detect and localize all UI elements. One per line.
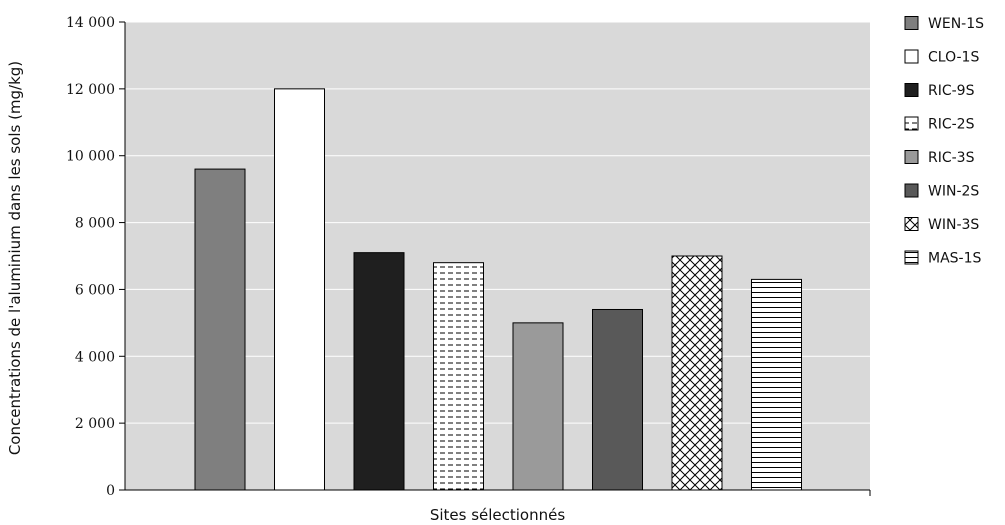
gridlines xyxy=(125,21,870,424)
legend-label: MAS-1S xyxy=(928,251,982,267)
legend-item-ric-2s: RIC-2S xyxy=(904,116,975,133)
legend-item-ric-3s: RIC-3S xyxy=(904,150,975,166)
legend-swatch xyxy=(904,217,919,231)
legend-label: RIC-9S xyxy=(928,83,975,99)
y-tick-label: 12 000 xyxy=(66,82,115,98)
legend-swatch xyxy=(904,183,919,198)
bar-win-3s xyxy=(671,255,723,491)
legend-swatch xyxy=(904,250,919,265)
y-tick-label: 14 000 xyxy=(66,15,115,31)
legend-label: WIN-2S xyxy=(928,184,979,200)
legend-swatch xyxy=(904,49,919,64)
legend: WEN-1S CLO-1S RIC-9S RIC-2S RIC-3S WIN-2S WIN-… xyxy=(904,16,984,267)
bar-clo-1s xyxy=(274,88,325,491)
legend-item-clo-1s: CLO-1S xyxy=(904,49,979,66)
x-axis-title: Sites sélectionnés xyxy=(430,506,566,524)
bar-mas-1s xyxy=(751,278,802,491)
y-axis-title: Concentrations de l'aluminium dans les s… xyxy=(6,61,24,455)
bar-ric-2s xyxy=(433,262,484,491)
legend-item-win-2s: WIN-2S xyxy=(904,183,979,200)
y-tick-label: 10 000 xyxy=(66,149,115,165)
bar-ric-9s xyxy=(353,252,405,491)
legend-swatch xyxy=(904,16,919,30)
bar-ric-3s xyxy=(512,322,564,491)
plot-area xyxy=(125,22,870,490)
legend-swatch xyxy=(904,116,919,131)
legend-item-wen-1s: WEN-1S xyxy=(904,16,984,32)
y-tick-label: 4 000 xyxy=(75,349,115,365)
legend-item-mas-1s: MAS-1S xyxy=(904,250,982,267)
y-tick-label: 8 000 xyxy=(75,216,115,232)
legend-label: CLO-1S xyxy=(928,50,979,66)
y-tick-label: 0 xyxy=(106,483,115,499)
y-tick-label: 2 000 xyxy=(75,416,115,432)
legend-label: WEN-1S xyxy=(928,16,984,32)
legend-swatch xyxy=(904,83,919,97)
bar-win-2s xyxy=(592,308,643,491)
legend-swatch xyxy=(904,150,919,164)
legend-label: WIN-3S xyxy=(928,217,979,233)
y-tick-label: 6 000 xyxy=(75,282,115,298)
legend-item-ric-9s: RIC-9S xyxy=(904,83,975,99)
legend-label: RIC-3S xyxy=(928,150,975,166)
legend-item-win-3s: WIN-3S xyxy=(904,217,979,233)
legend-label: RIC-2S xyxy=(928,117,975,133)
axes: 0 2 000 4 000 6 000 8 000 10 000 12 000 14 000 xyxy=(66,15,871,499)
bar-wen-1s xyxy=(194,168,246,491)
